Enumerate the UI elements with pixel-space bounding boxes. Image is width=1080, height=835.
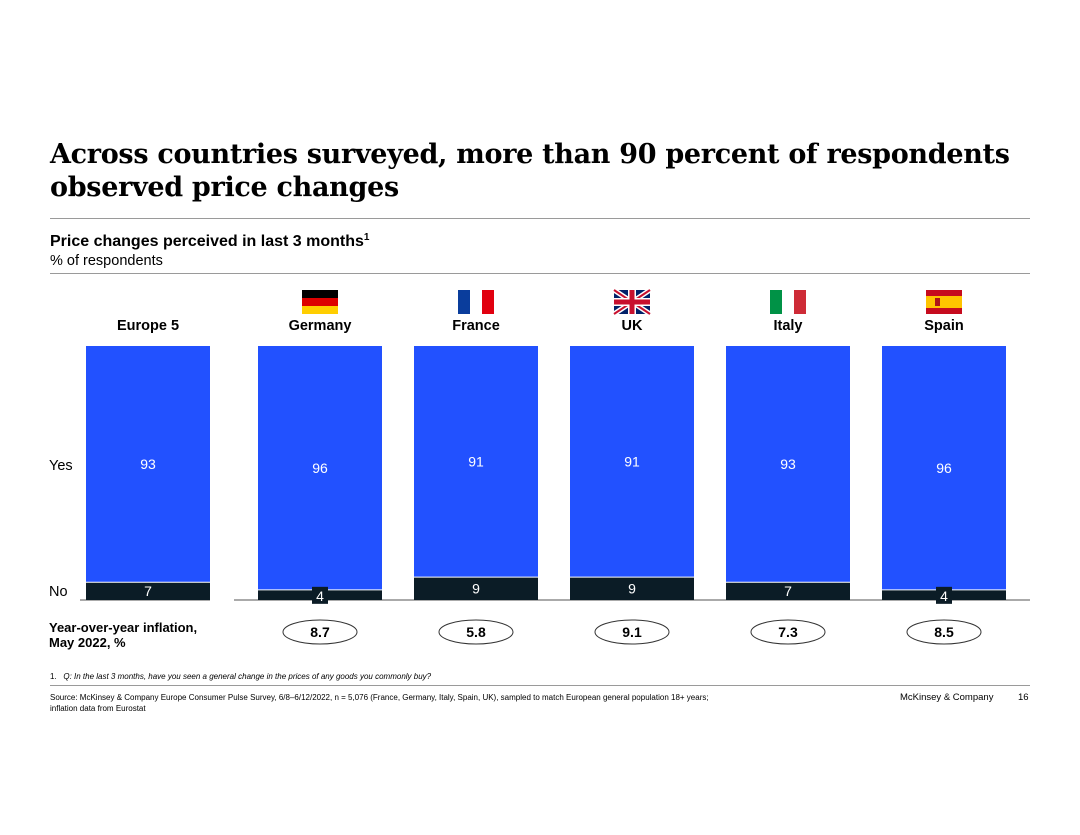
inflation-value-france: 5.8 [466,624,486,640]
category-label-germany: Germany [289,318,352,334]
yes-row-label: Yes [49,458,73,474]
inflation-value-germany: 8.7 [310,624,330,640]
germany-flag-icon [302,290,338,314]
source-line-2: inflation data from Eurostat [50,704,146,713]
slide-title: Across countries surveyed, more than 90 … [50,139,1010,203]
no-value-label-spain: 4 [940,588,948,604]
chart-subtitle-text: Price changes perceived in last 3 months [50,233,364,250]
stacked-bar-chart: Yes No Europe 5 93 7 Germany 96 4 8.7 France 91 9 5.… [49,287,1030,650]
inflation-bubble-germany [282,619,358,645]
bar-yes-france [414,346,538,578]
bar-yes-europe-5 [86,346,210,583]
chart-subtitle: Price changes perceived in last 3 months… [50,232,369,251]
italy-flag-icon [770,290,806,314]
bar-no-uk [570,577,694,600]
bar-no-france [414,577,538,600]
yes-value-label-france: 91 [468,454,484,470]
france-flag-icon [458,290,494,314]
subtitle-divider [50,273,1030,274]
footnote-number: 1. [50,672,57,681]
no-value-label-italy: 7 [784,583,792,599]
inflation-bubble-spain [906,619,982,645]
category-label-uk: UK [622,318,643,334]
source-note: Source: McKinsey & Company Europe Consum… [50,692,830,714]
inflation-value-uk: 9.1 [622,624,642,640]
source-line-1: Source: McKinsey & Company Europe Consum… [50,693,709,702]
no-value-label-germany: 4 [316,588,324,604]
yes-value-label-uk: 91 [624,454,640,470]
uk-flag-icon [612,287,652,317]
no-value-label-france: 9 [472,581,480,597]
inflation-value-italy: 7.3 [778,624,798,640]
yes-value-label-spain: 96 [936,460,952,476]
footer-divider [50,685,1030,686]
inflation-bubble-italy [750,619,826,645]
page-number: 16 [1018,692,1029,703]
category-label-europe-5: Europe 5 [117,318,179,334]
spain-flag-icon [926,290,962,314]
footnote-mark: 1 [363,232,370,243]
no-value-label-europe-5: 7 [144,583,152,599]
category-label-italy: Italy [773,318,802,334]
footnote: 1. Q: In the last 3 months, have you see… [50,672,431,681]
no-value-tag-germany [312,586,328,604]
category-label-france: France [452,318,500,334]
inflation-bubble-uk [594,619,670,645]
no-value-label-uk: 9 [628,581,636,597]
no-row-label: No [49,584,68,600]
inflation-bubble-france [438,619,514,645]
footnote-question: Q: In the last 3 months, have you seen a… [63,672,432,681]
title-divider [50,218,1030,219]
category-label-spain: Spain [924,318,963,334]
inflation-label-line-2: May 2022, % [49,635,126,650]
inflation-label-line-1: Year-over-year inflation, [49,620,197,635]
no-value-tag-spain [936,586,952,604]
bar-yes-germany [258,346,382,590]
bar-no-europe-5 [86,582,210,600]
brand-name: McKinsey & Company [900,692,994,703]
bar-no-italy [726,582,850,600]
bar-yes-uk [570,346,694,578]
yes-value-label-germany: 96 [312,460,328,476]
yes-value-label-italy: 93 [780,456,796,472]
inflation-value-spain: 8.5 [934,624,954,640]
bar-yes-italy [726,346,850,583]
bar-yes-spain [882,346,1006,590]
yes-value-label-europe-5: 93 [140,456,156,472]
unit-label: % of respondents [50,253,163,269]
